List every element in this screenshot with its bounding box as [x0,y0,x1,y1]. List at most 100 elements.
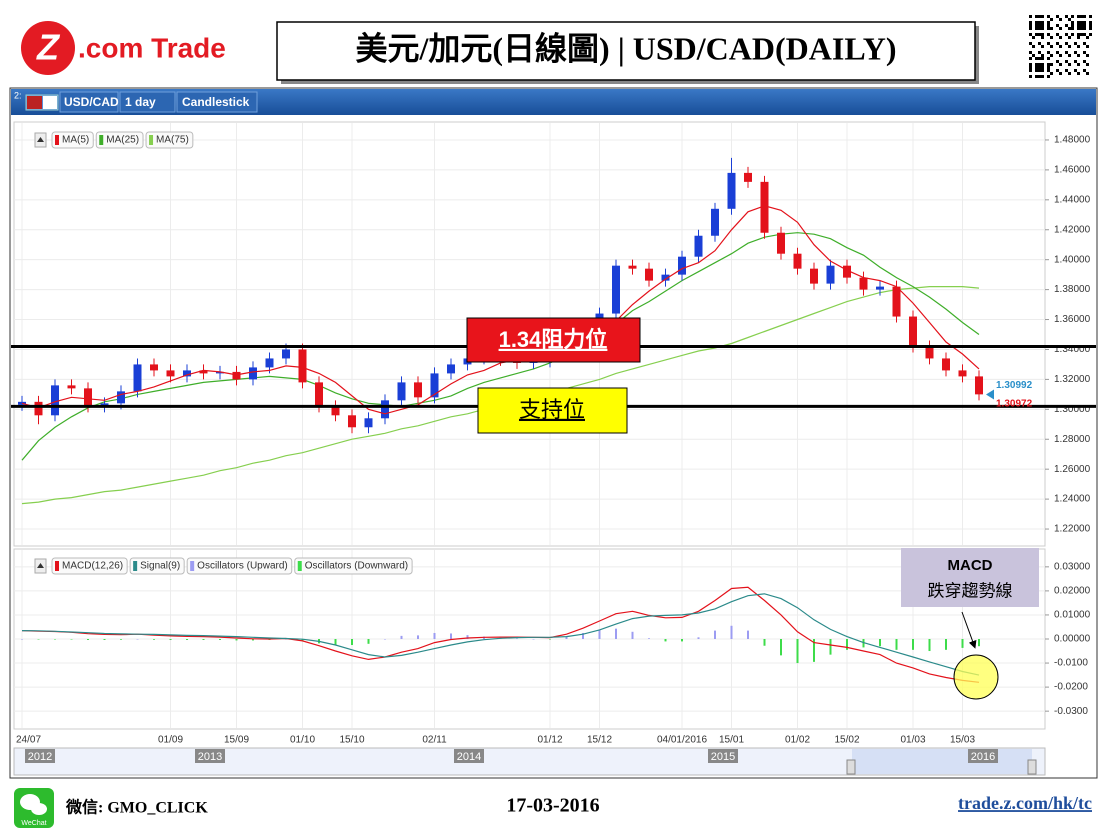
qr-cell [1029,21,1032,24]
candle-body [711,208,719,236]
qr-cell [1041,45,1044,48]
x-tick-label: 15/01 [719,735,744,746]
candle-body [859,277,868,290]
year-label: 2016 [971,751,995,763]
qr-cell [1071,21,1074,24]
qr-cell [1041,21,1044,24]
interval-button[interactable] [119,91,176,113]
legend-swatch [99,135,104,145]
candle-body [645,268,653,281]
flag-ca [43,96,57,109]
qr-cell [1074,42,1077,45]
oscillator-bar [301,639,304,641]
resistance-label: 1.34阻力位 [499,327,608,352]
qr-cell [1065,51,1068,54]
qr-cell [1032,54,1035,57]
oscillator-bar [879,639,881,647]
navigator-handle[interactable] [846,759,856,775]
qr-cell [1080,21,1083,24]
y-tick-label: 1.32000 [1054,374,1091,385]
qr-cell [1047,69,1050,72]
candle-body [942,358,950,371]
oscillator-bar [928,639,931,652]
candle-body [133,364,142,392]
qr-cell [1041,57,1044,60]
oscillator-bar [730,625,733,639]
style-button[interactable] [176,91,258,113]
oscillator-bar [945,639,947,650]
qr-cell [1050,45,1053,48]
qr-cell [1083,33,1086,36]
legend-toggle-icon [37,137,44,142]
qr-cell [1038,69,1041,72]
legend-swatch [55,561,59,571]
url[interactable]: trade.z.com/hk/tc [958,793,1092,813]
year-badge [708,749,738,763]
legend-swatch [190,561,195,571]
qr-cell [1038,42,1041,45]
qr-cell [1038,75,1041,78]
qr-cell [1038,27,1041,30]
year-label: 2013 [198,751,222,763]
qr-cell [1047,27,1050,30]
candle-body [678,256,686,275]
qr-cell [1050,18,1053,21]
oscillator-bar [37,639,40,640]
highlight-circle [953,654,999,700]
qr-cell [1032,45,1035,48]
symbol-button[interactable] [59,91,119,113]
qr-cell [1074,60,1077,63]
candle-body [661,274,670,281]
qr-cell [1056,33,1059,36]
macd-line [21,586,980,683]
qr-cell [1041,54,1044,57]
candle-body [810,268,818,284]
qr-cell [1065,60,1068,63]
candle-body [694,235,703,257]
qr-cell [1041,66,1044,69]
ma-line [21,232,980,461]
y-tick-label: 0.00000 [1054,634,1091,645]
qr-cell [1038,15,1041,18]
candle-body [315,382,323,407]
qr-cell [1080,24,1083,27]
oscillator-bar [103,639,106,640]
candle-body [892,286,901,317]
y-tick-label: 1.34000 [1054,344,1091,355]
oscillator-bar [598,630,601,639]
year-badge [454,749,484,763]
oscillator-bar [466,635,469,639]
candle-body [282,349,290,359]
panel-number: 2: [14,90,22,100]
navigator-handle[interactable] [1027,759,1037,775]
wechat-bubble [31,803,47,815]
qr-cell [1041,69,1044,72]
oscillator-bar [433,632,436,639]
y-tick-label: 1.22000 [1054,524,1091,535]
oscillator-bar [87,639,89,640]
year-label: 2012 [28,751,52,763]
qr-cell [1071,24,1074,27]
candle-body [249,367,257,380]
qr-cell [1077,24,1080,27]
qr-cell [1038,24,1041,27]
candle-body [67,385,76,389]
logo-text: .com Trade [78,32,226,63]
y-tick-label: 1.46000 [1054,165,1091,176]
qr-cell [1068,72,1071,75]
x-tick-label: 01/12 [537,735,562,746]
year-badge [25,749,55,763]
oscillator-bar [202,639,205,640]
x-tick-label: 02/11 [422,735,447,746]
last-price-marker [986,389,994,400]
candle-body [183,370,191,377]
qr-cell [1029,24,1032,27]
x-tick-label: 01/03 [900,735,925,746]
qr-cell [1083,21,1086,24]
qr-cell [1035,21,1038,24]
qr-cell [1041,33,1044,36]
qr-cell [1050,72,1053,75]
qr-cell [1065,33,1068,36]
year-badge [968,749,998,763]
